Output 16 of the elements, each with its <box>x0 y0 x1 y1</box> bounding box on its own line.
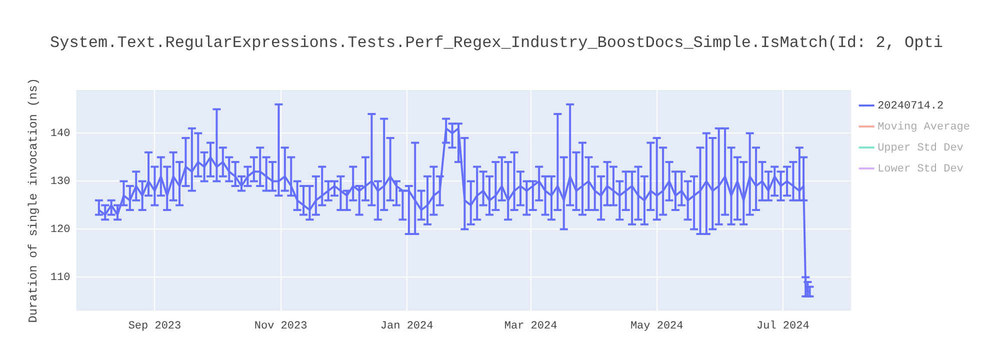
y-tick-label: 130 <box>50 176 70 188</box>
legend-label: Lower Std Dev <box>878 163 964 176</box>
x-tick-label: Sep 2023 <box>128 320 182 332</box>
x-tick-label: Jul 2024 <box>756 320 810 332</box>
y-tick-label: 120 <box>50 224 70 236</box>
legend-label: Upper Std Dev <box>878 142 964 154</box>
y-tick-label: 110 <box>50 272 70 284</box>
x-tick-label: Jan 2024 <box>380 320 434 332</box>
x-tick-label: Nov 2023 <box>254 320 308 332</box>
y-axis-title: Duration of single invocation (ns) <box>26 78 40 323</box>
y-tick-label: 140 <box>50 128 70 140</box>
x-tick-label: Mar 2024 <box>504 320 558 332</box>
legend-label: 20240714.2 <box>878 100 944 112</box>
chart-title: System.Text.RegularExpressions.Tests.Perf_Regex_Industry_BoostDocs_Simple.IsMatch(Id: 2, Opti <box>50 34 943 52</box>
x-tick-label: May 2024 <box>630 320 684 332</box>
legend-label: Moving Average <box>878 121 970 134</box>
